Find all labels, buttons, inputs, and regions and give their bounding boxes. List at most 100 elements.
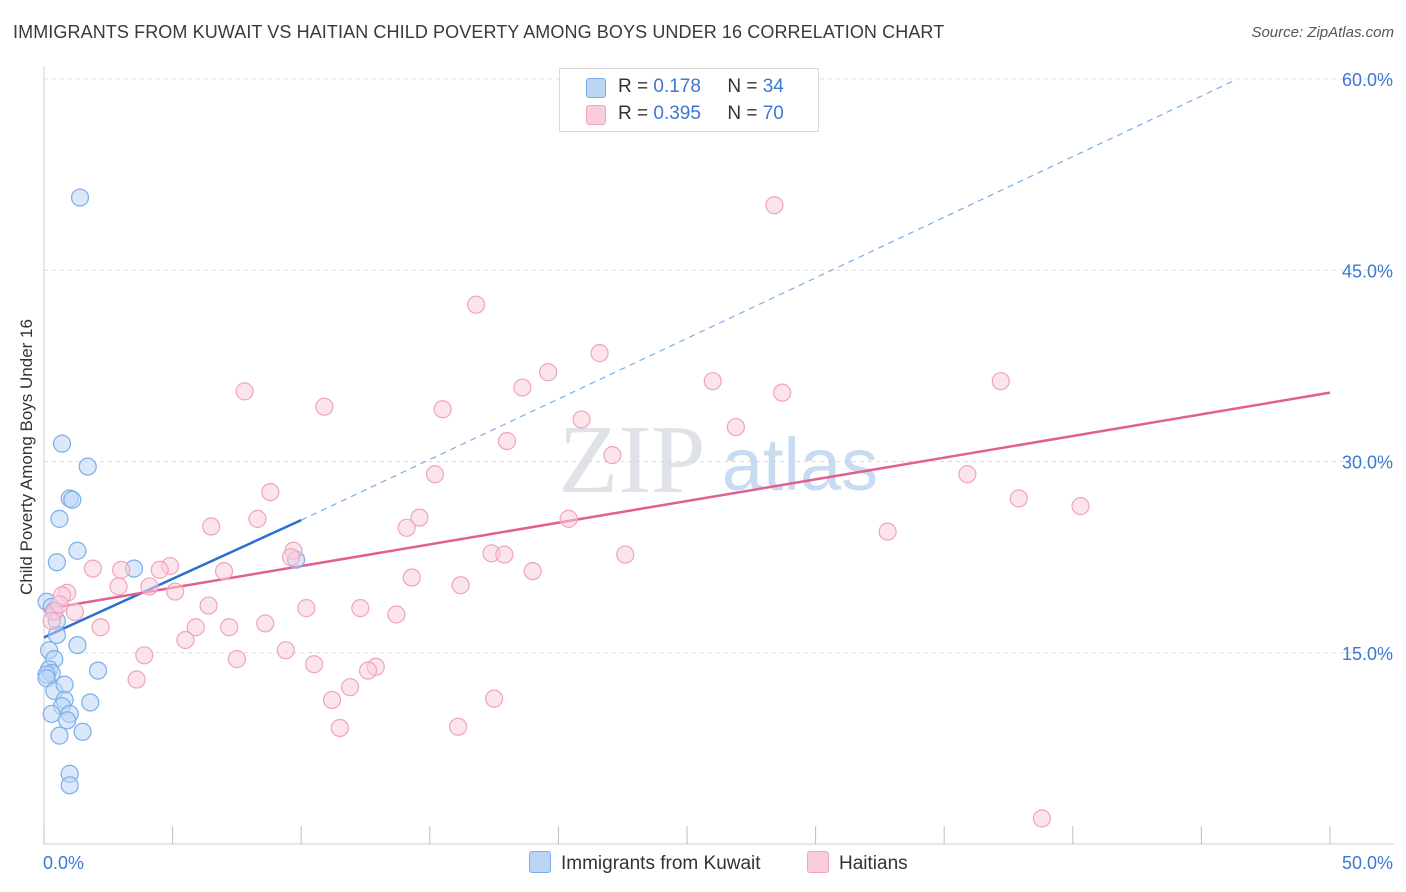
- trend-line-kuwait: [43, 519, 302, 639]
- point-haitians: [176, 630, 195, 650]
- point-kuwait: [60, 776, 79, 795]
- point-kuwait: [58, 711, 77, 730]
- point-haitians: [330, 718, 349, 738]
- trend-line-haitians: [43, 391, 1331, 611]
- point-haitians: [248, 509, 267, 528]
- y-axis-label: Child Poverty Among Boys Under 16: [17, 319, 36, 595]
- bottom-legend-kuwait: Immigrants from Kuwait: [529, 851, 761, 875]
- point-haitians: [603, 446, 622, 465]
- point-haitians: [958, 465, 977, 484]
- chart-source: Source: ZipAtlas.com: [1251, 24, 1394, 41]
- y-tick-label: 15.0%: [1342, 644, 1393, 664]
- point-kuwait: [78, 457, 97, 476]
- point-haitians: [765, 196, 784, 215]
- point-haitians: [448, 717, 468, 736]
- point-haitians: [1032, 809, 1052, 828]
- legend-r-label: R =: [618, 103, 649, 124]
- point-haitians: [202, 517, 221, 536]
- bottom-legend-label-haitians: Haitians: [839, 853, 908, 874]
- point-haitians: [425, 465, 445, 484]
- point-kuwait: [68, 635, 87, 655]
- point-haitians: [322, 690, 342, 710]
- point-kuwait: [81, 693, 100, 712]
- point-haitians: [140, 577, 159, 596]
- point-haitians: [281, 548, 301, 567]
- legend-swatch-haitians: [586, 105, 606, 125]
- point-haitians: [590, 344, 609, 363]
- point-kuwait: [63, 490, 82, 509]
- point-haitians: [112, 560, 131, 579]
- bottom-legend-swatch-haitians: [807, 851, 829, 873]
- point-haitians: [878, 522, 897, 541]
- point-kuwait: [52, 434, 72, 453]
- point-kuwait: [68, 541, 87, 560]
- point-haitians: [220, 618, 239, 637]
- point-haitians: [227, 650, 246, 669]
- gridlines: [44, 78, 1394, 654]
- point-haitians: [256, 614, 275, 633]
- trend-lines: [43, 79, 1331, 639]
- tick-labels: 15.0% 30.0% 45.0% 60.0% 0.0% 50.0%: [43, 70, 1393, 873]
- point-haitians: [523, 562, 542, 581]
- point-haitians: [127, 670, 146, 689]
- point-haitians: [351, 599, 370, 618]
- point-haitians: [135, 646, 154, 665]
- legend-n-label: N =: [727, 76, 758, 97]
- point-haitians: [402, 568, 421, 587]
- point-kuwait: [42, 704, 61, 724]
- legend-n-value-kuwait: 34: [762, 76, 784, 97]
- legend-n-value-haitians: 70: [762, 103, 784, 124]
- point-haitians: [304, 655, 324, 674]
- point-haitians: [340, 678, 360, 697]
- point-haitians: [50, 595, 69, 614]
- point-haitians: [65, 602, 84, 622]
- point-haitians: [315, 397, 334, 416]
- point-haitians: [186, 618, 205, 637]
- point-haitians: [485, 689, 504, 708]
- point-haitians: [199, 596, 218, 615]
- point-kuwait: [50, 509, 69, 528]
- point-haitians: [297, 599, 316, 618]
- point-kuwait: [70, 188, 90, 207]
- point-haitians: [497, 432, 517, 451]
- point-haitians: [387, 605, 406, 624]
- x-tick-label-min: 0.0%: [43, 853, 84, 873]
- point-haitians: [166, 582, 185, 601]
- data-points: [37, 188, 1090, 828]
- bottom-legend-label-kuwait: Immigrants from Kuwait: [561, 853, 761, 874]
- point-haitians: [773, 383, 792, 402]
- legend-swatch-kuwait: [586, 78, 606, 98]
- point-haitians: [261, 483, 280, 502]
- point-haitians: [1009, 489, 1028, 508]
- y-tick-label: 30.0%: [1342, 453, 1393, 473]
- legend-n-label: N =: [727, 103, 758, 124]
- point-haitians: [616, 545, 635, 564]
- watermark-atlas: atlas: [722, 423, 878, 506]
- point-haitians: [703, 372, 722, 391]
- bottom-legend-haitians: Haitians: [807, 851, 908, 875]
- point-haitians: [726, 417, 745, 437]
- y-tick-label: 60.0%: [1342, 70, 1393, 90]
- point-haitians: [559, 509, 578, 528]
- point-haitians: [109, 577, 128, 596]
- trend-line-kuwait-projection: [300, 79, 1236, 521]
- point-haitians: [410, 508, 429, 527]
- point-haitians: [495, 545, 514, 564]
- point-haitians: [358, 661, 378, 680]
- point-kuwait: [88, 661, 108, 680]
- point-haitians: [235, 382, 254, 401]
- x-tick-label-max: 50.0%: [1342, 853, 1393, 873]
- point-haitians: [42, 611, 61, 630]
- point-haitians: [451, 576, 470, 595]
- point-haitians: [83, 559, 102, 578]
- stats-legend: R = 0.178 N = 34 R = 0.395 N = 70: [559, 68, 819, 132]
- point-haitians: [150, 560, 169, 579]
- bottom-legend-swatch-kuwait: [529, 851, 551, 873]
- point-haitians: [276, 641, 295, 660]
- point-haitians: [433, 400, 452, 419]
- legend-r-value-haitians: 0.395: [653, 103, 701, 124]
- point-kuwait: [47, 553, 66, 572]
- point-haitians: [539, 363, 558, 382]
- legend-r-label: R =: [618, 76, 649, 97]
